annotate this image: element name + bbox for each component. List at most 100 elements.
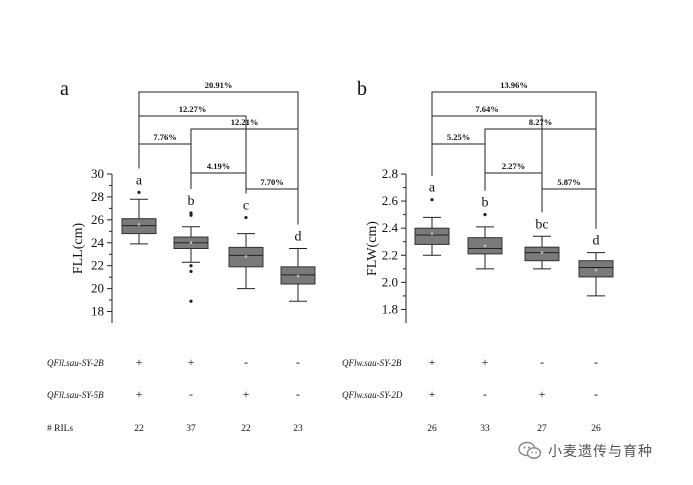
mean-marker: [594, 268, 598, 272]
genotype-value: +: [429, 387, 436, 401]
y-tick-label: 20: [91, 281, 104, 296]
significance-letter: a: [429, 181, 436, 196]
comparison-label: 7.64%: [475, 104, 498, 114]
genotype-value: -: [483, 387, 487, 401]
outlier-point: [430, 198, 434, 202]
genotype-value: +: [136, 387, 143, 401]
comparison-bracket: [138, 115, 247, 194]
significance-letter: c: [243, 199, 249, 214]
comparison-label: 13.96%: [500, 80, 528, 90]
ril-count: 22: [134, 424, 144, 434]
significance-letter: d: [295, 230, 302, 245]
genotype-value: +: [429, 355, 436, 369]
comparison-bracket: [245, 188, 299, 225]
comparison-bracket: [541, 188, 597, 229]
mean-marker: [137, 223, 141, 226]
y-tick-label: 2.6: [382, 193, 399, 208]
mean-marker: [296, 274, 300, 278]
significance-letter: b: [188, 194, 195, 209]
ril-row-label: # RILs: [47, 424, 73, 434]
comparison-label: 5.87%: [557, 177, 580, 187]
comparison-label: 2.27%: [502, 161, 525, 171]
watermark-text: 小麦遗传与育种: [548, 444, 653, 460]
ril-count: 37: [186, 424, 196, 434]
mean-marker: [540, 251, 544, 254]
comparison-bracket: [190, 172, 247, 194]
ril-count: 27: [537, 424, 547, 434]
outlier-point: [189, 211, 193, 215]
genotype-value: +: [188, 355, 195, 369]
box: [578, 260, 614, 278]
mean-marker: [430, 232, 434, 235]
mean-marker: [483, 244, 487, 247]
y-tick-label: 24: [91, 235, 105, 250]
y-tick-label: 28: [91, 189, 104, 204]
box: [414, 227, 450, 245]
comparison-label: 12.21%: [231, 117, 259, 127]
ril-count: 23: [293, 424, 303, 434]
genotype-value: -: [296, 355, 300, 369]
y-axis-label: FLW(cm): [365, 221, 380, 276]
wechat-bubble-icon: [518, 441, 542, 459]
outlier-point: [189, 264, 193, 268]
significance-letter: d: [593, 234, 600, 249]
genotype-value: -: [594, 355, 598, 369]
outlier-point: [137, 190, 141, 194]
y-tick-label: 2.4: [382, 220, 399, 235]
ril-count: 22: [241, 424, 251, 434]
y-tick-label: 2.0: [382, 274, 398, 289]
comparison-bracket: [431, 143, 486, 191]
y-tick-label: 30: [91, 166, 104, 181]
genotype-value: -: [594, 387, 598, 401]
comparison-bracket: [138, 143, 192, 189]
outlier-point: [244, 215, 248, 220]
comparison-label: 12.27%: [179, 104, 207, 114]
genotype-value: -: [540, 355, 544, 369]
genotype-row-label: QFlw.sau-SY-2B: [342, 358, 402, 368]
genotype-value: -: [296, 387, 300, 401]
genotype-value: +: [482, 355, 489, 369]
genotype-value: +: [539, 387, 546, 401]
y-tick-label: 22: [91, 258, 104, 273]
significance-letter: b: [482, 196, 489, 211]
outlier-point: [483, 213, 487, 217]
significance-letter: bc: [535, 217, 548, 232]
genotype-value: -: [189, 387, 193, 401]
y-tick-label: 2.8: [382, 166, 398, 181]
comparison-label: 20.91%: [205, 80, 233, 90]
comparison-label: 7.70%: [260, 177, 283, 187]
comparison-bracket: [484, 172, 543, 213]
mean-marker: [244, 255, 248, 258]
y-tick-label: 18: [91, 304, 104, 319]
mean-marker: [189, 241, 193, 244]
significance-letter: a: [136, 173, 143, 188]
panel-label: a: [60, 78, 69, 100]
y-tick-label: 2.2: [382, 247, 398, 262]
outlier-point: [189, 213, 193, 217]
outlier-point: [189, 299, 193, 303]
ril-count: 26: [591, 424, 601, 434]
box: [121, 218, 157, 235]
comparison-bracket: [138, 91, 299, 225]
y-axis-label: FLL(cm): [71, 223, 86, 275]
panel-label: b: [357, 78, 367, 100]
watermark: 小麦遗传与育种: [518, 438, 678, 464]
comparison-label: 4.19%: [207, 161, 230, 171]
genotype-row-label: QFlw.sau-SY-2D: [342, 390, 403, 400]
genotype-row-label: QFll.sau-SY-2B: [47, 358, 104, 368]
box: [524, 246, 560, 262]
comparison-label: 8.27%: [529, 117, 552, 127]
y-tick-label: 26: [91, 212, 105, 227]
comparison-label: 7.76%: [153, 132, 176, 142]
genotype-value: +: [243, 387, 250, 401]
ril-count: 26: [427, 424, 437, 434]
comparison-label: 5.25%: [447, 132, 470, 142]
genotype-value: -: [244, 355, 248, 369]
genotype-value: +: [136, 355, 143, 369]
ril-count: 33: [480, 424, 490, 434]
y-tick-label: 1.8: [382, 301, 398, 316]
outlier-point: [189, 269, 193, 274]
genotype-row-label: QFll.sau-SY-5B: [47, 390, 104, 400]
